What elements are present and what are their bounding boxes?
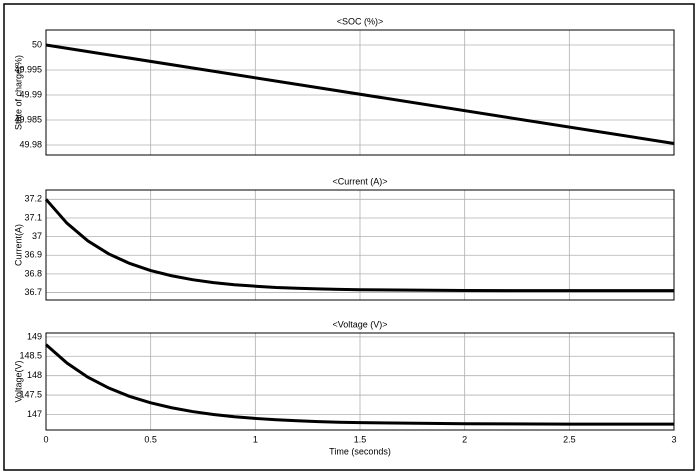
data-line — [44, 198, 674, 293]
y-tick-label: 49.985 — [14, 114, 42, 124]
x-tick-label: 0.5 — [144, 434, 157, 444]
y-tick-label: 49.99 — [19, 89, 42, 99]
x-tick-label: 0 — [43, 434, 48, 444]
y-tick-label: 148.5 — [19, 351, 42, 361]
x-tick-label: 2 — [462, 434, 467, 444]
x-tick-label: 1 — [253, 434, 258, 444]
axes-box — [45, 189, 675, 301]
axes-box — [45, 332, 675, 431]
y-axis-label: Voltage(V) — [13, 360, 23, 402]
y-tick-label: 49.98 — [19, 139, 42, 149]
panel-title: <SOC (%)> — [337, 16, 384, 26]
y-tick-label: 148 — [27, 370, 42, 380]
y-tick-label: 37.1 — [24, 212, 42, 222]
y-tick-label: 147.5 — [19, 389, 42, 399]
x-tick-label: 3 — [671, 434, 676, 444]
y-tick-label: 37 — [32, 231, 42, 241]
panel-title: <Voltage (V)> — [332, 319, 387, 329]
y-tick-label: 37.2 — [24, 194, 42, 204]
y-axis-label: Current(A) — [13, 224, 23, 266]
y-tick-label: 49.995 — [14, 64, 42, 74]
y-tick-label: 36.7 — [24, 287, 42, 297]
y-axis-label: State of charge(%) — [13, 55, 23, 130]
panel-title: <Current (A)> — [332, 176, 387, 186]
data-line — [45, 43, 675, 145]
x-tick-label: 2.5 — [563, 434, 576, 444]
y-tick-label: 36.8 — [24, 268, 42, 278]
data-line — [45, 343, 675, 426]
x-tick-label: 1.5 — [354, 434, 367, 444]
y-tick-label: 149 — [27, 331, 42, 341]
axes-box — [45, 29, 675, 156]
y-tick-label: 147 — [27, 409, 42, 419]
y-tick-label: 36.9 — [24, 250, 42, 260]
y-tick-label: 50 — [32, 39, 42, 49]
x-axis-label: Time (seconds) — [329, 446, 391, 456]
